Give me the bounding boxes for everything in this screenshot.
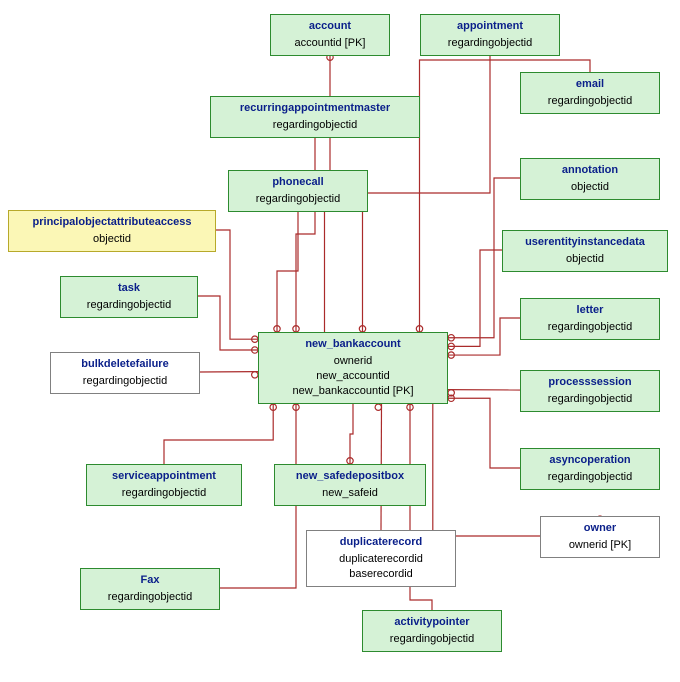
entity-fax: Fax regardingobjectid — [80, 568, 220, 610]
entity-title: duplicaterecord — [313, 535, 449, 550]
entity-title: processsession — [527, 375, 653, 390]
entity-title: account — [277, 19, 383, 34]
entity-owner: owner ownerid [PK] — [540, 516, 660, 558]
entity-letter: letter regardingobjectid — [520, 298, 660, 340]
entity-appointment: appointment regardingobjectid — [420, 14, 560, 56]
entity-attr: ownerid — [265, 354, 441, 369]
entity-title: bulkdeletefailure — [57, 357, 193, 372]
entity-userentityinstancedata: userentityinstancedata objectid — [502, 230, 668, 272]
entity-attr: regardingobjectid — [527, 470, 653, 485]
entity-new_safedepositbox: new_safedepositbox new_safeid — [274, 464, 426, 506]
entity-attr: regardingobjectid — [67, 298, 191, 313]
entity-attr: duplicaterecordid — [313, 552, 449, 567]
entity-title: task — [67, 281, 191, 296]
entity-bulkdeletefailure: bulkdeletefailure regardingobjectid — [50, 352, 200, 394]
entity-attr: accountid [PK] — [277, 36, 383, 51]
entity-asyncoperation: asyncoperation regardingobjectid — [520, 448, 660, 490]
entity-processsession: processsession regardingobjectid — [520, 370, 660, 412]
entity-activitypointer: activitypointer regardingobjectid — [362, 610, 502, 652]
entity-attr: regardingobjectid — [527, 94, 653, 109]
entity-attr: regardingobjectid — [235, 192, 361, 207]
entity-attr: regardingobjectid — [87, 590, 213, 605]
entity-principalobjectattributeaccess: principalobjectattributeaccess objectid — [8, 210, 216, 252]
entity-title: email — [527, 77, 653, 92]
entity-title: recurringappointmentmaster — [217, 101, 413, 116]
entity-phonecall: phonecall regardingobjectid — [228, 170, 368, 212]
entity-attr: new_safeid — [281, 486, 419, 501]
entity-title: appointment — [427, 19, 553, 34]
entity-attr: regardingobjectid — [427, 36, 553, 51]
entity-attr: regardingobjectid — [527, 392, 653, 407]
entity-title: new_bankaccount — [265, 337, 441, 352]
entity-new_bankaccount: new_bankaccountowneridnew_accountidnew_b… — [258, 332, 448, 404]
entity-title: letter — [527, 303, 653, 318]
entity-task: task regardingobjectid — [60, 276, 198, 318]
entity-title: new_safedepositbox — [281, 469, 419, 484]
entity-title: phonecall — [235, 175, 361, 190]
entity-attr: regardingobjectid — [527, 320, 653, 335]
entity-duplicaterecord: duplicaterecord duplicaterecordidbasereco… — [306, 530, 456, 587]
entity-title: userentityinstancedata — [509, 235, 661, 250]
entity-account: account accountid [PK] — [270, 14, 390, 56]
entity-attr: regardingobjectid — [369, 632, 495, 647]
entity-serviceappointment: serviceappointment regardingobjectid — [86, 464, 242, 506]
entity-attr: objectid — [15, 232, 209, 247]
entity-recurringappointmentmaster: recurringappointmentmaster regardingobjec… — [210, 96, 420, 138]
entity-attr: regardingobjectid — [93, 486, 235, 501]
entity-title: activitypointer — [369, 615, 495, 630]
entity-attr: new_bankaccountid [PK] — [265, 384, 441, 399]
entity-attr: ownerid [PK] — [547, 538, 653, 553]
entity-title: asyncoperation — [527, 453, 653, 468]
entity-attr: new_accountid — [265, 369, 441, 384]
entity-attr: baserecordid — [313, 567, 449, 582]
entity-title: annotation — [527, 163, 653, 178]
entity-attr: objectid — [509, 252, 661, 267]
entity-title: Fax — [87, 573, 213, 588]
entity-title: owner — [547, 521, 653, 536]
entity-attr: regardingobjectid — [57, 374, 193, 389]
entity-title: principalobjectattributeaccess — [15, 215, 209, 230]
entity-annotation: annotation objectid — [520, 158, 660, 200]
entity-email: email regardingobjectid — [520, 72, 660, 114]
entity-attr: objectid — [527, 180, 653, 195]
entity-attr: regardingobjectid — [217, 118, 413, 133]
entity-title: serviceappointment — [93, 469, 235, 484]
